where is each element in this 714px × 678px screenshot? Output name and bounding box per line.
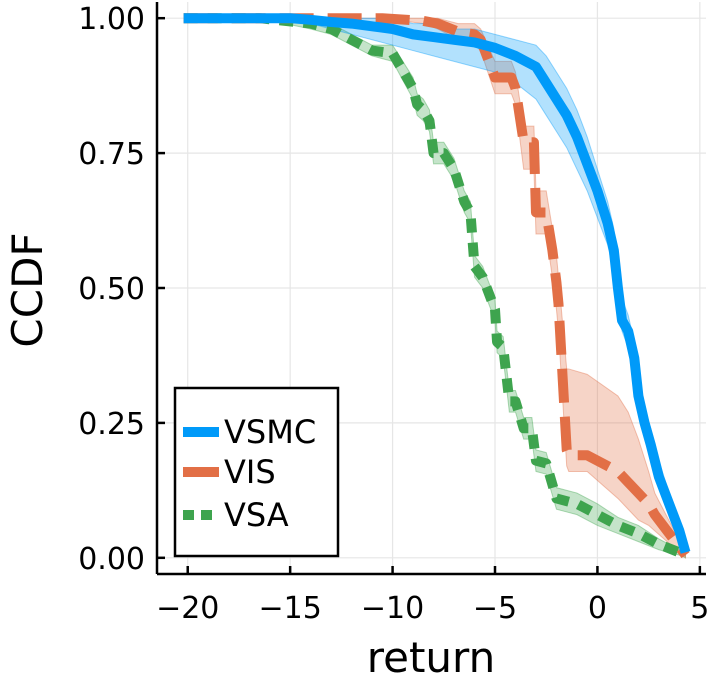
legend: VSMC VIS VSA [173, 386, 340, 558]
x-tick-label: 0 [588, 591, 607, 626]
x-ticks: −20 −15 −10 −5 0 5 [156, 566, 709, 626]
series-lines [183, 13, 691, 560]
x-tick-label: −15 [258, 591, 321, 626]
line-vsa [183, 13, 688, 560]
x-tick-label: −10 [361, 591, 424, 626]
x-axis-title: return [367, 633, 495, 678]
legend-label-vsmc: VSMC [224, 413, 316, 451]
y-ticks: 0.00 0.25 0.50 0.75 1.00 [78, 2, 165, 577]
y-tick-label: 1.00 [78, 2, 145, 37]
y-tick-label: 0.75 [78, 137, 145, 172]
x-tick-label: 5 [690, 591, 709, 626]
x-tick-label: −20 [156, 591, 219, 626]
line-vsmc [183, 13, 691, 554]
y-tick-label: 0.50 [78, 272, 145, 307]
legend-label-vsa: VSA [224, 496, 289, 534]
y-tick-label: 0.25 [78, 407, 145, 442]
x-tick-label: −5 [473, 591, 517, 626]
y-axis-title: CCDF [3, 232, 52, 347]
line-vis [183, 13, 690, 559]
legend-label-vis: VIS [224, 453, 276, 491]
y-tick-label: 0.00 [78, 542, 145, 577]
